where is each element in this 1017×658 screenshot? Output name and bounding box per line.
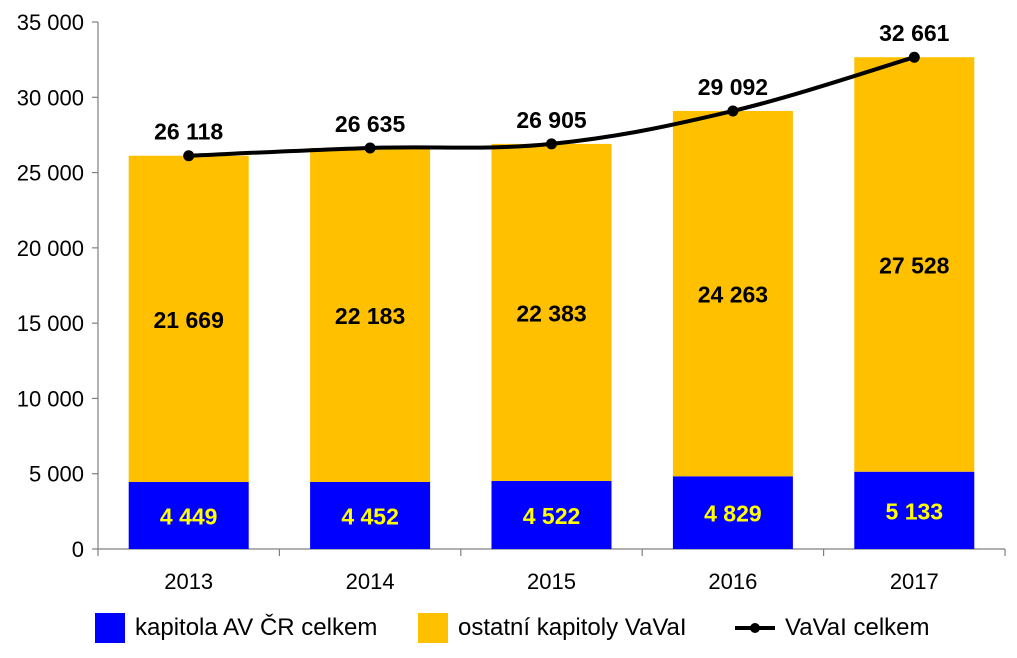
data-label-vavai-celkem: 29 092 xyxy=(698,74,768,100)
point-vavai-celkem xyxy=(727,105,739,117)
data-label-kapitola-av: 5 133 xyxy=(886,498,944,524)
bar-ostatni-2017 xyxy=(854,57,975,472)
bar-ostatni-2016 xyxy=(672,110,793,477)
bar-ostatni-2013 xyxy=(128,155,249,483)
legend-swatch-ostatni xyxy=(418,613,448,643)
data-label-vavai-celkem: 26 118 xyxy=(154,119,223,145)
legend-item-vavai-celkem: VaVaI celkem xyxy=(735,606,930,650)
data-label-kapitola-av: 4 452 xyxy=(341,503,399,529)
data-label-vavai-celkem: 26 905 xyxy=(516,107,587,133)
legend-label-kapitola-av: kapitola AV ČR celkem xyxy=(135,614,378,641)
bar-kapitola-av-2017 xyxy=(854,471,975,549)
x-tick-label: 2017 xyxy=(890,569,939,594)
data-label-kapitola-av: 4 449 xyxy=(160,504,218,530)
bar-ostatni-2014 xyxy=(310,147,431,482)
x-tick-label: 2016 xyxy=(708,569,757,594)
chart-plot: 0 5 000 10 000 15 000 20 000 25 000 30 000 35 0… xyxy=(17,10,1006,594)
y-tick-label: 15 000 xyxy=(17,311,84,336)
legend-item-kapitola-av: kapitola AV ČR celkem xyxy=(95,606,377,650)
data-label-ostatni: 22 383 xyxy=(516,300,586,326)
chart-legend: kapitola AV ČR celkem ostatní kapitoly V… xyxy=(0,606,1017,650)
bar-kapitola-av-2014 xyxy=(310,481,431,549)
y-tick-label: 20 000 xyxy=(17,236,84,261)
data-label-ostatni: 27 528 xyxy=(879,252,950,278)
point-vavai-celkem xyxy=(364,142,376,154)
y-tick-label: 10 000 xyxy=(17,386,84,411)
x-tick-label: 2013 xyxy=(164,569,213,594)
x-tick-label: 2015 xyxy=(527,569,576,594)
data-label-ostatni: 21 669 xyxy=(154,307,224,333)
legend-swatch-kapitola-av xyxy=(95,613,125,643)
legend-line-marker xyxy=(735,613,775,643)
legend-item-ostatni: ostatní kapitoly VaVaI xyxy=(418,606,687,650)
data-label-vavai-celkem: 26 635 xyxy=(335,111,406,137)
y-tick-label: 30 000 xyxy=(17,85,84,110)
data-label-kapitola-av: 4 829 xyxy=(704,501,762,527)
x-tick-label: 2014 xyxy=(346,569,395,594)
legend-label-vavai-celkem: VaVaI celkem xyxy=(785,614,930,641)
legend-label-ostatni: ostatní kapitoly VaVaI xyxy=(458,614,687,641)
point-vavai-celkem xyxy=(908,51,920,63)
y-tick-label: 5 000 xyxy=(29,462,84,487)
y-tick-label: 35 000 xyxy=(17,10,84,35)
bar-ostatni-2015 xyxy=(491,143,612,481)
bar-kapitola-av-2015 xyxy=(491,480,612,549)
point-vavai-celkem xyxy=(546,138,557,150)
y-tick-label: 25 000 xyxy=(17,161,84,186)
y-tick-label: 0 xyxy=(72,537,84,562)
data-label-vavai-celkem: 32 661 xyxy=(879,20,950,46)
point-vavai-celkem xyxy=(183,150,195,162)
data-label-ostatni: 22 183 xyxy=(335,303,405,329)
bar-kapitola-av-2013 xyxy=(128,482,249,549)
data-label-kapitola-av: 4 522 xyxy=(523,503,581,529)
data-label-ostatni: 24 263 xyxy=(698,282,768,308)
bar-kapitola-av-2016 xyxy=(672,476,793,549)
